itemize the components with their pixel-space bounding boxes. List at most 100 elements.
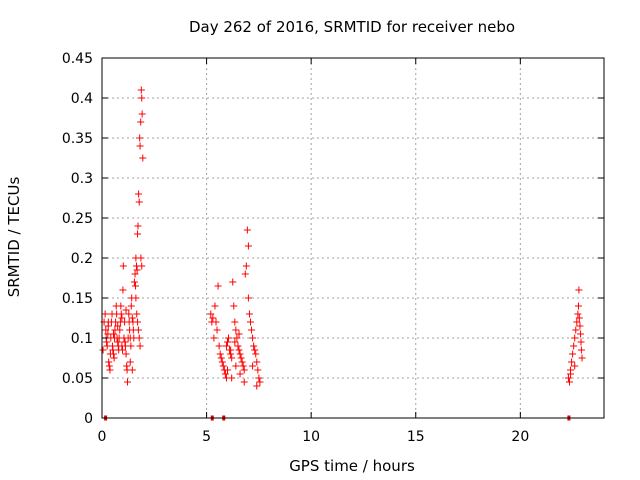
data-point (134, 222, 142, 230)
data-point (567, 370, 575, 378)
data-point (104, 318, 112, 326)
data-point (122, 350, 130, 358)
data-point (207, 310, 215, 318)
x-tick-label: 5 (202, 429, 211, 445)
data-point (119, 286, 127, 294)
data-point (128, 366, 136, 374)
data-point (256, 378, 264, 386)
data-point (578, 354, 586, 362)
data-point (564, 374, 572, 382)
data-point (575, 314, 583, 322)
data-point (249, 334, 257, 342)
data-point (242, 262, 250, 270)
chart-title: Day 262 of 2016, SRMTID for receiver neb… (189, 18, 515, 36)
data-point (137, 86, 145, 94)
y-tick-label: 0.15 (62, 291, 93, 307)
data-point (225, 334, 233, 342)
data-point (244, 242, 252, 250)
data-point (568, 358, 576, 366)
data-point (210, 334, 218, 342)
data-point (137, 254, 145, 262)
data-point (240, 378, 248, 386)
data-point (224, 366, 231, 374)
x-tick-label: 15 (407, 429, 425, 445)
data-point (105, 362, 113, 370)
y-tick-label: 0.05 (62, 371, 93, 387)
y-tick-label: 0.35 (62, 131, 93, 147)
data-point (229, 278, 237, 286)
data-point (209, 314, 217, 322)
data-point (132, 294, 140, 302)
data-point (255, 374, 263, 382)
data-point (251, 346, 259, 354)
data-point (137, 118, 145, 126)
data-point (139, 154, 147, 162)
data-point (245, 310, 253, 318)
y-tick-label: 0.3 (71, 171, 93, 187)
data-point (138, 110, 146, 118)
data-point (234, 342, 242, 350)
data-point (116, 326, 124, 334)
grid-layer (102, 58, 604, 418)
data-point (134, 318, 142, 326)
data-point (213, 326, 221, 334)
data-point (218, 358, 226, 366)
data-point (575, 286, 583, 294)
data-point (135, 198, 143, 206)
data-point (136, 342, 144, 350)
y-tick-label: 0.2 (71, 251, 93, 267)
data-point (131, 270, 139, 278)
data-point (117, 302, 125, 310)
data-point (249, 362, 257, 370)
y-tick-label: 0.45 (62, 51, 93, 67)
data-point (573, 318, 581, 326)
x-tick-label: 0 (98, 429, 107, 445)
data-point (117, 310, 125, 318)
data-point (571, 362, 579, 370)
data-point (231, 338, 239, 346)
data-point (216, 350, 224, 358)
data-point (233, 334, 241, 342)
data-point (135, 190, 143, 198)
data-point (136, 142, 144, 150)
data-point (217, 354, 225, 362)
x-tick-label: 20 (511, 429, 529, 445)
x-axis-label: GPS time / hours (289, 457, 415, 475)
y-tick-label: 0.25 (62, 211, 93, 227)
data-point (138, 94, 146, 102)
data-point (127, 302, 135, 310)
data-point (110, 350, 118, 358)
data-point (133, 266, 141, 274)
data-point (232, 362, 240, 370)
data-point (131, 282, 139, 290)
data-point (237, 354, 245, 362)
data-point (103, 338, 111, 346)
data-point (114, 322, 122, 330)
data-point (577, 330, 585, 338)
data-point (227, 346, 235, 354)
data-point (235, 346, 243, 354)
data-point (105, 358, 113, 366)
data-point (230, 302, 238, 310)
data-point (574, 302, 582, 310)
data-point (99, 346, 107, 354)
data-point (240, 366, 248, 374)
data-point (248, 326, 256, 334)
data-point (224, 338, 231, 346)
plot-frame (101, 57, 605, 419)
data-point (254, 366, 262, 374)
data-point (215, 342, 223, 350)
x-tick-label: 10 (302, 429, 320, 445)
data-point (232, 326, 240, 334)
data-point (222, 342, 230, 350)
data-point (110, 354, 118, 362)
data-point (126, 358, 134, 366)
data-point (238, 358, 246, 366)
data-point (134, 230, 142, 238)
data-point (212, 318, 220, 326)
data-point (236, 370, 244, 378)
data-point (102, 326, 110, 334)
data-point (136, 134, 144, 142)
data-point (252, 350, 260, 358)
